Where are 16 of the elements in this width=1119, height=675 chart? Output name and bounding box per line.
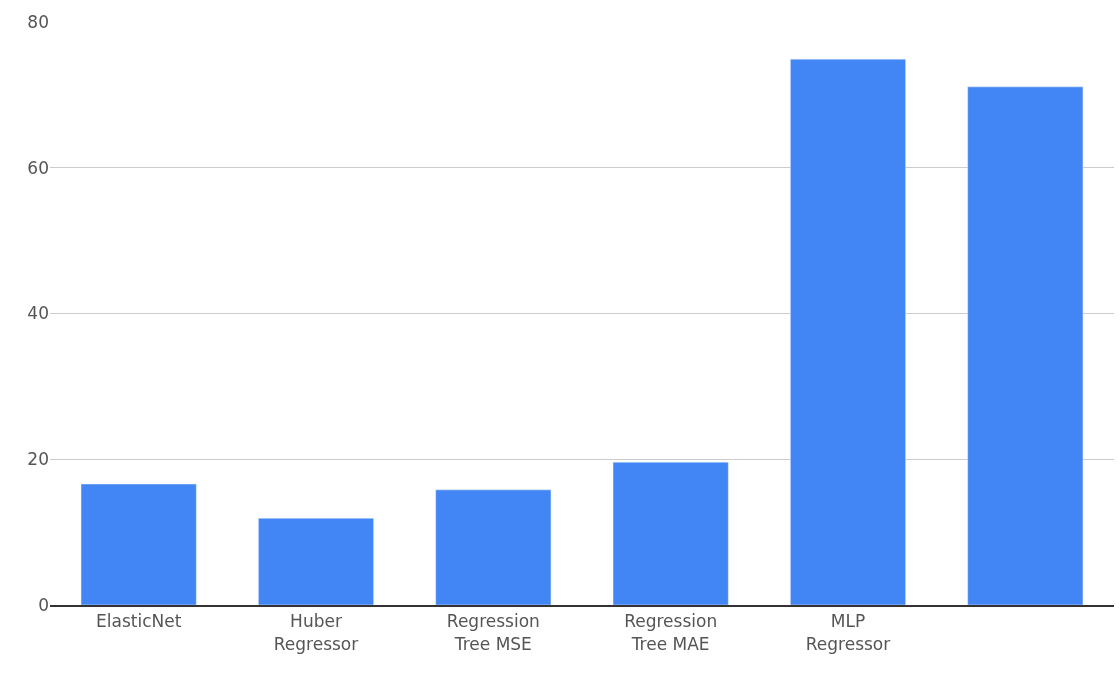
x-tick-label: Regression Tree MAE [624,611,718,654]
bar [80,483,197,605]
y-tick-label: 40 [27,303,49,324]
x-tick-label: Regression Tree MSE [446,611,540,654]
bar [612,461,729,605]
x-tick-label: Huber Regressor [273,611,359,654]
bar [435,489,552,605]
x-tick-label: ElasticNet [96,611,182,632]
bar [967,86,1084,605]
bar [790,58,906,605]
x-tick-label: MLP Regressor [805,611,891,654]
y-tick-label: 80 [27,11,49,32]
y-tick-label: 60 [27,157,49,178]
y-tick-label: 0 [38,594,49,615]
bar [258,518,374,605]
y-tick-label: 20 [27,449,49,470]
